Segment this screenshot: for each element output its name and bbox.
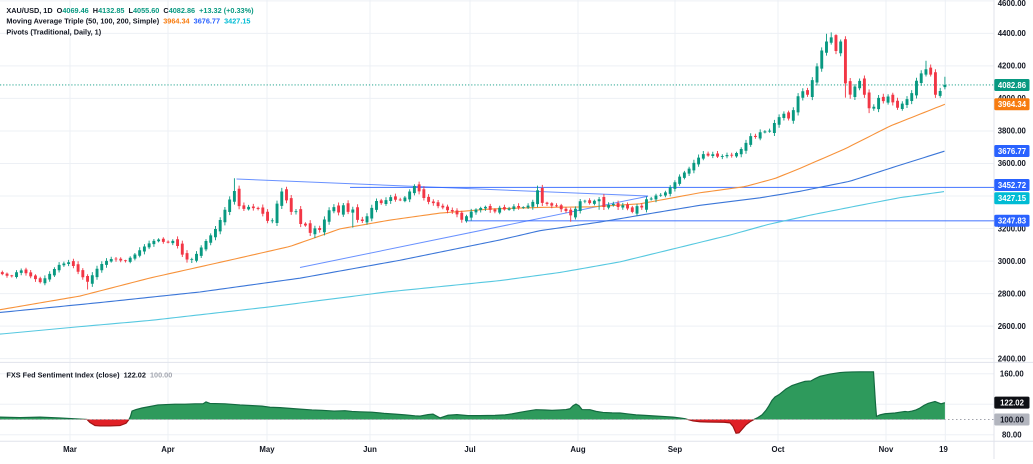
svg-text:May: May [259,445,275,454]
svg-text:3452.72: 3452.72 [998,181,1027,190]
svg-text:100.00: 100.00 [1000,415,1025,424]
svg-text:2800.00: 2800.00 [998,289,1027,298]
svg-text:160.00: 160.00 [1000,369,1025,378]
svg-text:122.02: 122.02 [1000,398,1025,407]
svg-text:FXS Fed Sentiment Index (close: FXS Fed Sentiment Index (close) 122.02 1… [6,371,172,380]
svg-text:Oct: Oct [772,445,785,454]
svg-text:3800.00: 3800.00 [998,127,1027,136]
svg-text:XAU/USD, 1D O4069.46 H4132.8: XAU/USD, 1D O4069.46 H4132.85 L4055.60 C… [6,6,254,15]
svg-text:3427.15: 3427.15 [998,194,1027,203]
svg-text:Nov: Nov [879,445,894,454]
svg-text:Pivots (Traditional, Daily, 1): Pivots (Traditional, Daily, 1) [6,27,101,36]
svg-text:3676.77: 3676.77 [998,147,1026,156]
svg-text:Aug: Aug [570,445,585,454]
svg-text:3964.34: 3964.34 [998,100,1027,109]
svg-text:3247.83: 3247.83 [998,217,1027,226]
svg-text:3600.00: 3600.00 [998,159,1027,168]
svg-text:3000.00: 3000.00 [998,257,1027,266]
svg-text:4082.86: 4082.86 [998,81,1027,90]
svg-text:Jun: Jun [363,445,377,454]
svg-text:80.00: 80.00 [1002,430,1022,439]
svg-text:2400.00: 2400.00 [998,354,1027,363]
svg-text:Moving Average Triple (50, 100: Moving Average Triple (50, 100, 200, Sim… [6,16,250,25]
svg-text:2600.00: 2600.00 [998,322,1027,331]
svg-text:19: 19 [939,445,948,454]
svg-text:Apr: Apr [161,445,174,454]
svg-text:Sep: Sep [668,445,683,454]
svg-text:Mar: Mar [63,445,77,454]
svg-text:4400.00: 4400.00 [998,29,1027,38]
svg-text:Jul: Jul [464,445,475,454]
svg-text:4600.00: 4600.00 [998,0,1027,8]
svg-text:4200.00: 4200.00 [998,62,1027,71]
svg-text:3200.00: 3200.00 [998,224,1027,233]
